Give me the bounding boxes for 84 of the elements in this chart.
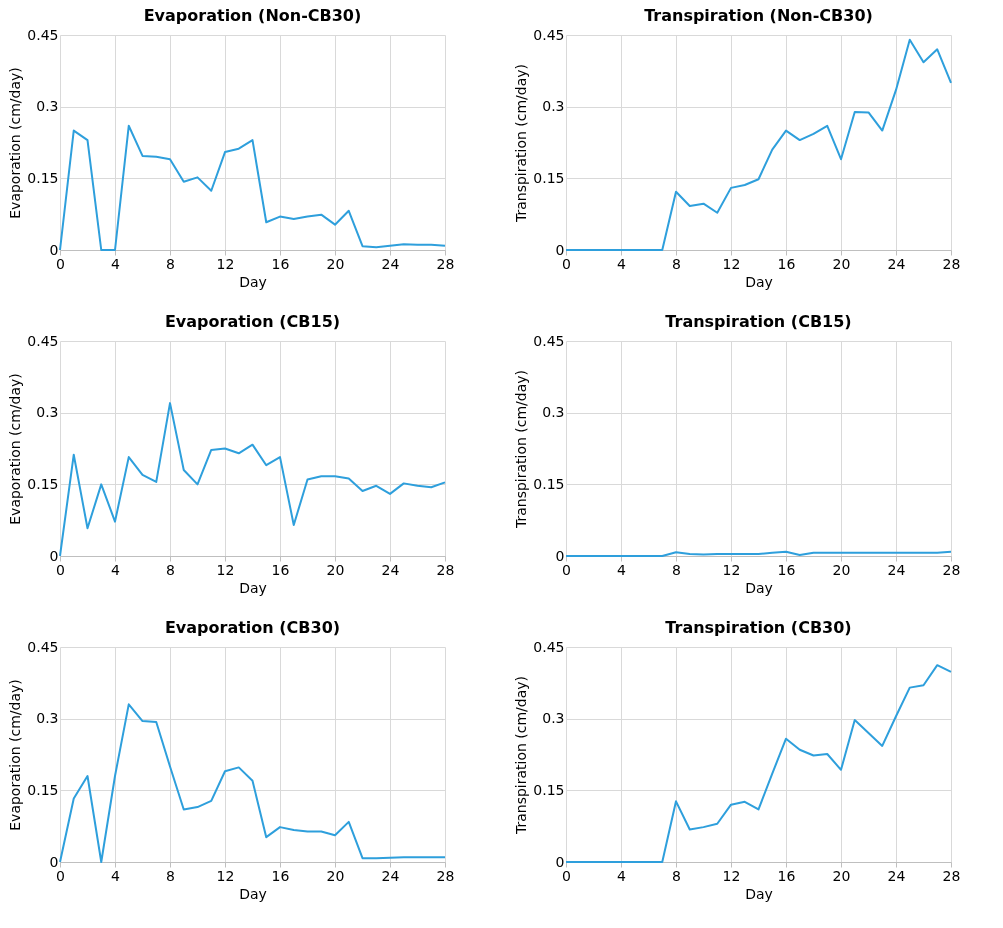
x-tick-label: 20: [326, 561, 345, 578]
x-axis-title: Day: [745, 273, 773, 290]
y-tick-label: 0.3: [542, 710, 565, 727]
y-tick-label: 0.3: [36, 404, 59, 421]
x-tick-label: 12: [216, 561, 235, 578]
x-tick-label: 24: [381, 561, 400, 578]
x-tick-label: 16: [777, 561, 796, 578]
y-axis-title: Transpiration (cm/day): [513, 369, 530, 530]
x-tick-label: 16: [271, 255, 290, 272]
y-tick-label: 0.15: [533, 475, 565, 492]
y-tick-label: 0.45: [27, 638, 59, 655]
x-axis-title: Day: [239, 273, 267, 290]
x-tick-label: 12: [722, 255, 741, 272]
y-tick-label: 0: [555, 853, 565, 870]
x-tick-label: 4: [617, 255, 627, 272]
x-tick-label: 4: [111, 561, 121, 578]
x-tick-label: 24: [887, 255, 906, 272]
x-tick-label: 8: [672, 255, 681, 272]
y-tick-label: 0.45: [533, 26, 565, 43]
x-tick-label: 16: [777, 867, 796, 884]
chart-title: Evaporation (CB30): [164, 618, 341, 637]
y-axis-title: Transpiration (cm/day): [513, 63, 530, 224]
x-tick-label: 24: [887, 561, 906, 578]
x-tick-label: 8: [166, 867, 175, 884]
x-tick-label: 20: [832, 867, 851, 884]
x-axis-title: Day: [239, 885, 267, 902]
x-tick-label: 12: [722, 867, 741, 884]
y-tick-label: 0.15: [27, 781, 59, 798]
y-tick-label: 0.45: [27, 332, 59, 349]
y-tick-label: 0: [49, 241, 59, 258]
y-tick-label: 0.3: [36, 710, 59, 727]
y-tick-label: 0.3: [542, 404, 565, 421]
x-tick-label: 4: [111, 255, 121, 272]
y-tick-label: 0.45: [533, 638, 565, 655]
x-tick-label: 20: [832, 561, 851, 578]
y-tick-label: 0.45: [533, 332, 565, 349]
x-tick-label: 24: [381, 255, 400, 272]
x-tick-label: 4: [617, 561, 627, 578]
chart-title: Transpiration (CB30): [665, 618, 852, 637]
x-tick-label: 12: [722, 561, 741, 578]
y-tick-label: 0.3: [542, 98, 565, 115]
x-tick-label: 8: [166, 561, 175, 578]
x-tick-label: 28: [942, 561, 961, 578]
x-tick-label: 28: [436, 867, 455, 884]
x-tick-label: 28: [942, 867, 961, 884]
x-axis-title: Day: [745, 885, 773, 902]
x-tick-label: 20: [326, 867, 345, 884]
x-tick-label: 12: [216, 867, 235, 884]
x-tick-label: 4: [111, 867, 121, 884]
x-tick-label: 8: [672, 561, 681, 578]
x-tick-label: 20: [832, 255, 851, 272]
y-tick-label: 0: [49, 547, 59, 564]
x-tick-label: 16: [271, 561, 290, 578]
x-tick-label: 28: [436, 255, 455, 272]
x-tick-label: 28: [942, 255, 961, 272]
y-tick-label: 0: [49, 853, 59, 870]
y-axis-title: Transpiration (cm/day): [513, 675, 530, 836]
chart-title: Transpiration (Non-CB30): [644, 6, 873, 25]
y-tick-label: 0.15: [533, 169, 565, 186]
x-tick-label: 16: [777, 255, 796, 272]
x-tick-label: 16: [271, 867, 290, 884]
x-tick-label: 24: [381, 867, 400, 884]
y-axis-title: Evaporation (cm/day): [7, 373, 24, 525]
x-tick-label: 8: [672, 867, 681, 884]
x-tick-label: 8: [166, 255, 175, 272]
x-tick-label: 12: [216, 255, 235, 272]
x-tick-label: 28: [436, 561, 455, 578]
y-tick-label: 0.15: [27, 475, 59, 492]
x-axis-title: Day: [239, 579, 267, 596]
x-axis-title: Day: [745, 579, 773, 596]
y-tick-label: 0.45: [27, 26, 59, 43]
y-tick-label: 0.3: [36, 98, 59, 115]
y-tick-label: 0: [555, 241, 565, 258]
x-tick-label: 24: [887, 867, 906, 884]
y-axis-title: Evaporation (cm/day): [7, 67, 24, 219]
y-tick-label: 0.15: [533, 781, 565, 798]
chart-title: Transpiration (CB15): [665, 312, 852, 331]
y-tick-label: 0.15: [27, 169, 59, 186]
chart-title: Evaporation (CB15): [164, 312, 341, 331]
chart-title: Evaporation (Non-CB30): [143, 6, 362, 25]
x-tick-label: 20: [326, 255, 345, 272]
x-tick-label: 4: [617, 867, 627, 884]
y-axis-title: Evaporation (cm/day): [7, 679, 24, 831]
y-tick-label: 0: [555, 547, 565, 564]
